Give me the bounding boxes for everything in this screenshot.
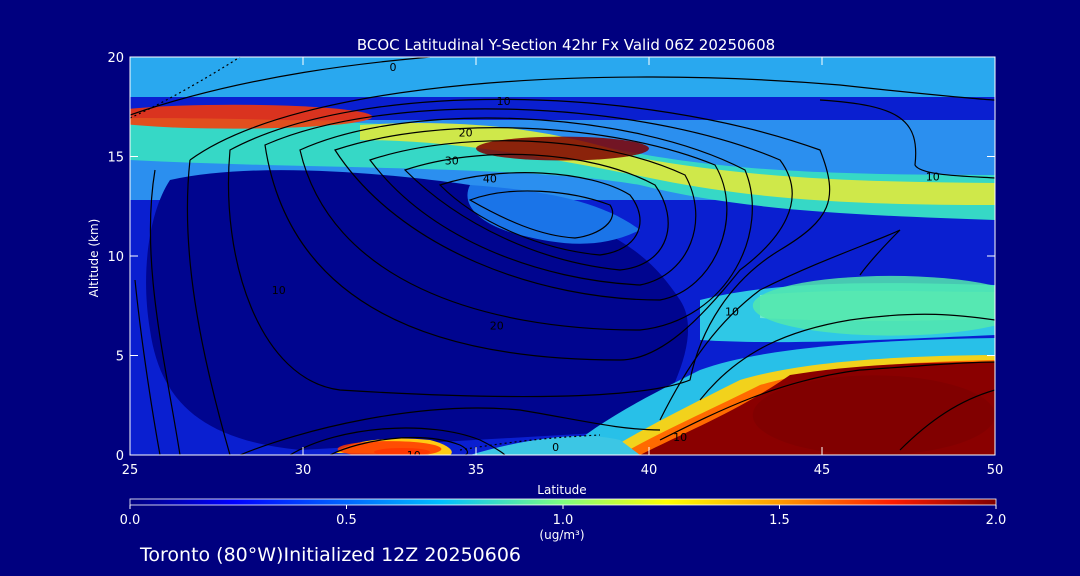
x-tick-label: 45 (814, 463, 831, 478)
contour-line (659, 229, 901, 421)
y-tick-label: 10 (107, 250, 124, 265)
contour-line (438, 172, 641, 256)
contour-line (289, 427, 506, 455)
colorbar-unit: (ug/m³) (539, 528, 584, 542)
contour-line (299, 117, 753, 331)
contour-labels: 0 10 20 30 40 10 10 20 10 10 0 10 (272, 61, 940, 462)
y-tick-label: 15 (107, 151, 124, 166)
contour-line (239, 407, 661, 455)
contours (130, 57, 995, 455)
x-tick-label: 50 (987, 463, 1004, 478)
x-tick-label: 25 (122, 463, 139, 478)
contour-line (264, 108, 793, 361)
colorbar-tick-label: 1.5 (769, 513, 790, 528)
contour-label: 10 (673, 431, 687, 444)
contour-line (186, 159, 231, 455)
contour-line (334, 127, 728, 301)
contour-line (819, 99, 995, 179)
field-upper-layer (130, 57, 995, 97)
contour-line (659, 361, 995, 441)
contour-label: 40 (483, 172, 497, 185)
contour-line (130, 57, 431, 116)
chart-title: BCOC Latitudinal Y-Section 42hr Fx Valid… (357, 36, 775, 54)
contour-line (149, 169, 181, 455)
colorbar (129, 498, 997, 506)
colorbar-tick-label: 0.5 (336, 513, 357, 528)
contour-line (130, 57, 241, 119)
contour-line (369, 140, 697, 286)
contour-line (899, 389, 995, 451)
x-tick-label: 35 (468, 463, 485, 478)
field-maximum (130, 104, 373, 129)
colorbar-tick-label: 2.0 (986, 513, 1007, 528)
field-core-light (467, 185, 640, 244)
y-axis-label: Altitude (km) (87, 219, 101, 298)
y-tick-label: 0 (116, 449, 124, 464)
contour-label: 10 (407, 449, 421, 462)
field-maximum (752, 275, 995, 336)
contour-line (227, 98, 831, 398)
footer-text: Toronto (80°W)Initialized 12Z 20250606 (139, 544, 521, 566)
y-tick-label: 5 (116, 350, 124, 365)
contour-label: 10 (272, 284, 286, 297)
contour-label: 10 (497, 95, 511, 108)
field-maximum (752, 375, 995, 455)
colorbar-tick-label: 0.0 (120, 513, 141, 528)
field-maximum (337, 441, 442, 455)
contour-line (699, 313, 995, 401)
contour-line (329, 436, 468, 455)
axes: 25 30 35 40 45 50 0 5 10 15 20 (107, 51, 1003, 478)
contour-label: 0 (552, 441, 559, 454)
field-features (130, 104, 995, 455)
contour-label: 10 (926, 170, 940, 183)
contour-label: 10 (725, 306, 739, 319)
contour-label: 0 (389, 61, 396, 74)
field-surface-cyan (470, 435, 640, 455)
contour-line (134, 279, 161, 455)
contour-line (468, 190, 614, 239)
contour-line (189, 76, 995, 161)
contour-label: 30 (445, 154, 459, 167)
x-tick-label: 40 (641, 463, 658, 478)
x-tick-label: 30 (295, 463, 312, 478)
y-tick-label: 20 (107, 51, 124, 66)
colorbar-tick-label: 1.0 (553, 513, 574, 528)
contour-label: 20 (490, 320, 504, 333)
x-axis-label: Latitude (537, 483, 586, 497)
contour-line (403, 153, 669, 271)
plot-area: 0 10 20 30 40 10 10 20 10 10 0 10 (130, 57, 995, 462)
contour-label: 20 (459, 127, 473, 140)
colorbar-ticks: 0.0 0.5 1.0 1.5 2.0 (120, 505, 1007, 528)
